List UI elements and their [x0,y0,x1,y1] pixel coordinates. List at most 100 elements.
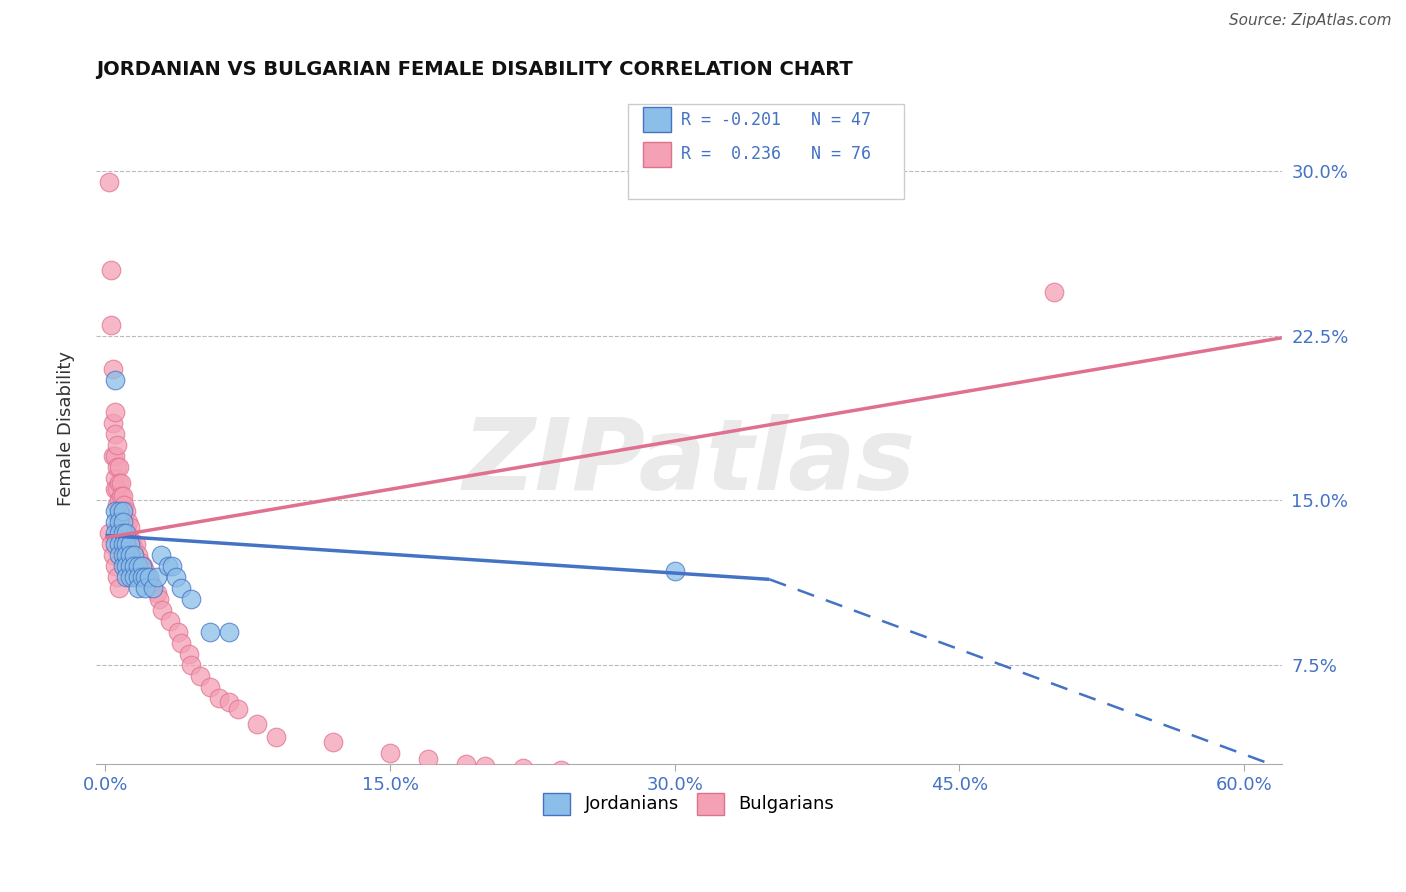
Point [180,658,202,673]
Point [101,417,124,431]
Point [104,405,127,419]
Point [111,533,134,547]
Point [157,559,180,574]
Point [127,570,149,584]
Point [107,515,129,529]
Point [98,175,121,189]
Point [131,559,153,574]
Point [114,498,136,512]
Point [115,526,138,541]
Point [107,504,129,518]
Point [218,625,240,640]
Point [127,581,149,595]
Point [127,548,149,562]
Point [115,519,138,533]
Legend: Jordanians, Bulgarians: Jordanians, Bulgarians [536,785,842,822]
Point [100,537,122,551]
Point [132,559,155,574]
Point [125,537,148,551]
Point [110,489,132,503]
Point [138,570,160,584]
Point [111,489,134,503]
Point [107,508,129,523]
Point [128,555,150,569]
Point [110,475,132,490]
Point [149,548,172,562]
Point [134,564,156,578]
Text: ZIPatlas: ZIPatlas [463,414,915,511]
Point [120,559,142,574]
Point [107,537,129,551]
Point [100,262,122,277]
Point [107,475,129,490]
Point [114,511,136,525]
Point [550,764,572,778]
Point [120,548,142,562]
Point [160,559,183,574]
Point [208,690,231,705]
Point [166,625,188,640]
Point [198,680,221,694]
Point [246,717,269,731]
Point [111,519,134,533]
Point [1043,285,1066,299]
Point [177,647,200,661]
Point [104,537,127,551]
Point [107,526,129,541]
Point [117,515,139,529]
Point [378,746,401,760]
Point [134,581,156,595]
Point [104,559,127,574]
Point [115,504,138,518]
Text: R =  0.236   N = 76: R = 0.236 N = 76 [681,145,870,163]
Point [111,515,134,529]
Point [159,614,181,628]
Point [111,548,134,562]
Point [226,702,249,716]
Point [115,559,138,574]
Point [105,483,128,497]
Point [145,585,167,599]
Point [122,548,145,562]
Point [107,460,129,475]
Point [104,526,127,541]
Point [110,504,132,518]
Point [100,318,122,332]
Point [117,528,139,542]
Text: JORDANIAN VS BULGARIAN FEMALE DISABILITY CORRELATION CHART: JORDANIAN VS BULGARIAN FEMALE DISABILITY… [96,60,853,78]
Point [101,548,124,562]
Point [115,548,138,562]
Point [131,570,153,584]
Point [114,524,136,538]
Point [170,581,193,595]
Point [101,450,124,464]
Point [104,504,127,518]
Point [165,570,187,584]
Point [111,559,134,574]
Point [218,695,240,709]
Point [142,581,165,595]
Point [98,526,121,541]
Point [104,471,127,485]
Point [512,761,534,775]
Point [105,498,128,512]
Point [474,759,496,773]
Point [107,493,129,508]
Point [120,533,142,547]
Point [104,427,127,442]
Point [115,537,138,551]
Y-axis label: Female Disability: Female Disability [58,351,75,507]
Point [104,483,127,497]
Point [121,537,143,551]
Point [148,592,170,607]
Point [127,559,149,574]
Point [122,559,145,574]
Point [416,752,439,766]
Point [107,581,129,595]
Point [122,541,145,556]
Point [105,460,128,475]
Point [107,524,129,538]
Point [104,372,127,386]
Point [115,533,138,547]
Point [115,570,138,584]
